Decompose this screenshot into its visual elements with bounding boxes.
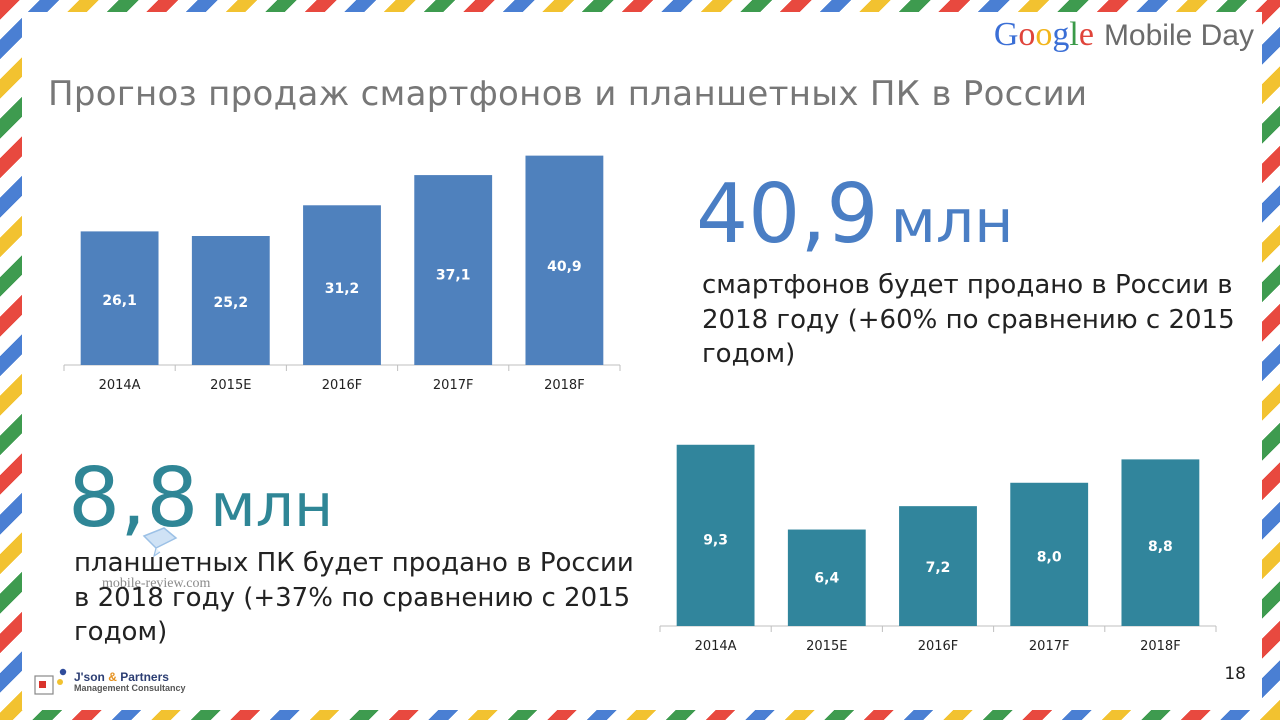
slide-title: Прогноз продаж смартфонов и планшетных П… — [48, 74, 1088, 114]
tablets-bar-chart: 9,3 2014A 6,4 2015E 7,2 2016F 8,0 2017F 8,8 2018F — [659, 444, 1217, 654]
logo-suffix: Mobile Day — [1103, 19, 1254, 52]
bar — [525, 155, 604, 365]
data-label: 6,4 — [814, 571, 839, 587]
data-label: 8,8 — [1148, 539, 1173, 555]
google-letter: e — [1078, 16, 1094, 53]
jsonpartners-emblem-icon — [34, 668, 67, 695]
smartphones-headline: 40,9 млн — [696, 174, 1013, 256]
bar — [191, 236, 270, 365]
x-tick-label: 2016F — [918, 639, 959, 654]
tablets-description: планшетных ПК будет продано в России в 2… — [74, 546, 634, 650]
x-tick-label: 2017F — [1029, 639, 1070, 654]
tablets-unit: млн — [210, 471, 334, 541]
smartphones-description-line: годом) — [702, 339, 796, 370]
google-mobile-day-logo: Google Mobile Day — [994, 16, 1254, 54]
smartphones-bar-chart: 26,1 2014A 25,2 2015E 31,2 2016F 37,1 2017F 40,9… — [63, 155, 621, 393]
bar — [303, 205, 381, 365]
data-label: 9,3 — [703, 532, 728, 548]
x-tick-label: 2014A — [695, 639, 737, 654]
x-tick-label: 2018F — [1140, 639, 1181, 654]
google-letter: G — [993, 16, 1019, 53]
company-name-part: Partners — [120, 669, 169, 684]
data-label: 7,2 — [926, 560, 951, 576]
data-label: 37,1 — [436, 268, 471, 284]
company-ampersand: & — [108, 669, 117, 684]
x-tick-label: 2014A — [99, 378, 141, 393]
company-name-part: J'son — [74, 669, 105, 684]
google-letter: g — [1052, 16, 1070, 53]
google-wordmark: Google — [994, 16, 1094, 54]
data-label: 8,0 — [1037, 550, 1062, 566]
company-tagline: Management Consultancy — [74, 682, 186, 693]
smartphones-big-number: 40,9 — [696, 167, 879, 262]
bar — [899, 506, 977, 626]
tablets-description-line: годом) — [74, 617, 168, 648]
bar — [676, 444, 755, 626]
x-tick-label: 2018F — [544, 378, 585, 393]
page-number: 18 — [1224, 664, 1246, 684]
smartphones-description-line: смартфонов будет продано в России в — [702, 270, 1233, 300]
bar — [787, 529, 866, 626]
x-tick-label: 2016F — [322, 378, 363, 393]
smartphones-unit: млн — [890, 187, 1014, 257]
watermark-icon — [142, 527, 178, 558]
smartphones-description-line: 2018 году (+60% по сравнению с 2015 — [702, 304, 1235, 335]
watermark-text: mobile-review.com — [102, 576, 211, 591]
tablets-headline: 8,8 млн — [68, 458, 333, 540]
data-label: 25,2 — [214, 295, 249, 311]
google-letter: o — [1018, 16, 1036, 53]
bar — [1121, 459, 1200, 626]
data-label: 31,2 — [325, 281, 360, 297]
x-tick-label: 2015E — [806, 639, 847, 654]
tablets-description-line: планшетных ПК будет продано в России — [74, 548, 634, 578]
google-letter: l — [1069, 16, 1079, 53]
jsonpartners-logo: J'son & Partners Management Consultancy — [34, 668, 186, 696]
data-label: 26,1 — [102, 293, 137, 309]
tablets-big-number: 8,8 — [68, 451, 199, 546]
bar — [1010, 482, 1089, 626]
data-label: 40,9 — [547, 259, 582, 275]
bar — [80, 231, 159, 365]
bar — [414, 175, 493, 365]
smartphones-description: смартфонов будет продано в России в 2018… — [702, 268, 1235, 372]
x-tick-label: 2015E — [210, 378, 251, 393]
tablets-description-line: в 2018 году (+37% по сравнению с 2015 — [74, 582, 631, 613]
google-letter: o — [1035, 16, 1053, 53]
x-tick-label: 2017F — [433, 378, 474, 393]
